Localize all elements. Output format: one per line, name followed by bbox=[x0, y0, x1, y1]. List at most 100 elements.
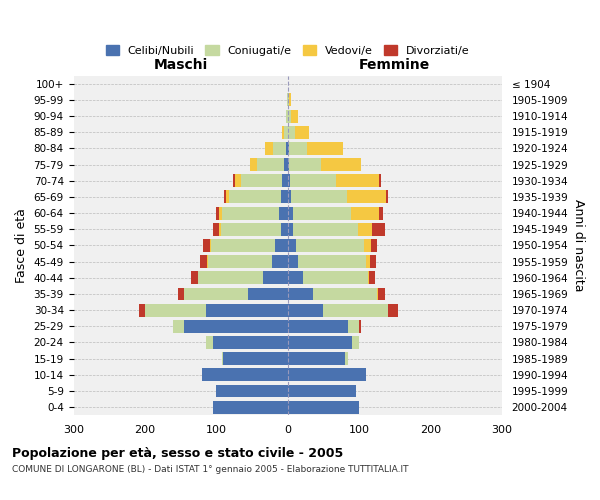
Bar bbox=[257, 158, 284, 171]
Bar bbox=[359, 320, 361, 333]
Bar bbox=[202, 368, 287, 382]
Bar bbox=[173, 320, 184, 333]
Bar bbox=[263, 272, 287, 284]
Bar bbox=[370, 255, 376, 268]
Bar bbox=[265, 142, 274, 155]
Bar bbox=[206, 304, 287, 316]
Bar bbox=[287, 126, 295, 138]
Bar bbox=[287, 320, 349, 333]
Bar bbox=[296, 239, 364, 252]
Bar bbox=[221, 223, 281, 236]
Bar bbox=[289, 158, 321, 171]
Y-axis label: Anni di nascita: Anni di nascita bbox=[572, 199, 585, 292]
Bar bbox=[184, 288, 248, 300]
Bar bbox=[286, 142, 287, 155]
Bar bbox=[287, 255, 298, 268]
Bar bbox=[139, 304, 145, 316]
Bar bbox=[364, 239, 371, 252]
Bar bbox=[241, 174, 282, 187]
Bar bbox=[287, 352, 345, 365]
Bar bbox=[281, 223, 287, 236]
Bar bbox=[287, 272, 304, 284]
Bar bbox=[293, 206, 350, 220]
Bar bbox=[287, 368, 366, 382]
Bar bbox=[347, 190, 386, 203]
Bar bbox=[210, 239, 211, 252]
Bar bbox=[287, 304, 323, 316]
Bar bbox=[295, 126, 309, 138]
Bar bbox=[304, 272, 368, 284]
Bar bbox=[371, 239, 377, 252]
Bar bbox=[191, 272, 199, 284]
Bar bbox=[368, 272, 369, 284]
Bar bbox=[358, 223, 372, 236]
Bar bbox=[206, 336, 213, 349]
Bar bbox=[145, 304, 206, 316]
Bar bbox=[349, 320, 359, 333]
Bar bbox=[223, 352, 287, 365]
Bar bbox=[286, 110, 287, 122]
Bar bbox=[214, 223, 219, 236]
Bar bbox=[377, 288, 385, 300]
Bar bbox=[287, 206, 293, 220]
Bar bbox=[215, 206, 219, 220]
Bar bbox=[287, 94, 289, 106]
Bar bbox=[229, 190, 281, 203]
Bar bbox=[313, 288, 377, 300]
Text: Femmine: Femmine bbox=[359, 58, 430, 72]
Bar bbox=[211, 239, 275, 252]
Bar bbox=[279, 206, 287, 220]
Bar bbox=[323, 304, 388, 316]
Bar bbox=[219, 223, 221, 236]
Bar bbox=[379, 206, 383, 220]
Bar bbox=[293, 223, 358, 236]
Bar bbox=[250, 158, 257, 171]
Bar bbox=[213, 336, 287, 349]
Bar bbox=[235, 174, 241, 187]
Bar bbox=[203, 239, 210, 252]
Bar bbox=[287, 288, 313, 300]
Bar bbox=[275, 239, 287, 252]
Bar bbox=[287, 190, 291, 203]
Text: Popolazione per età, sesso e stato civile - 2005: Popolazione per età, sesso e stato civil… bbox=[12, 448, 343, 460]
Bar bbox=[345, 352, 349, 365]
Bar bbox=[386, 190, 388, 203]
Bar bbox=[352, 336, 359, 349]
Bar bbox=[219, 206, 222, 220]
Bar bbox=[226, 190, 229, 203]
Bar bbox=[272, 255, 287, 268]
Bar bbox=[350, 206, 379, 220]
Bar bbox=[287, 174, 290, 187]
Bar bbox=[222, 206, 279, 220]
Bar bbox=[291, 110, 298, 122]
Bar bbox=[289, 142, 307, 155]
Bar bbox=[287, 239, 296, 252]
Bar bbox=[287, 110, 291, 122]
Bar bbox=[287, 400, 359, 413]
Text: COMUNE DI LONGARONE (BL) - Dati ISTAT 1° gennaio 2005 - Elaborazione TUTTITALIA.: COMUNE DI LONGARONE (BL) - Dati ISTAT 1°… bbox=[12, 466, 409, 474]
Bar bbox=[222, 352, 223, 365]
Bar bbox=[233, 174, 235, 187]
Bar bbox=[207, 255, 208, 268]
Bar bbox=[199, 272, 263, 284]
Text: Maschi: Maschi bbox=[154, 58, 208, 72]
Bar bbox=[282, 174, 287, 187]
Bar bbox=[369, 272, 375, 284]
Bar bbox=[379, 174, 380, 187]
Bar bbox=[307, 142, 343, 155]
Bar bbox=[178, 288, 184, 300]
Bar bbox=[200, 255, 207, 268]
Bar bbox=[388, 304, 398, 316]
Bar bbox=[366, 255, 370, 268]
Bar bbox=[184, 320, 287, 333]
Bar bbox=[287, 142, 289, 155]
Bar bbox=[281, 190, 287, 203]
Bar bbox=[291, 190, 347, 203]
Bar bbox=[290, 174, 336, 187]
Bar bbox=[274, 142, 286, 155]
Bar bbox=[298, 255, 366, 268]
Bar bbox=[208, 255, 272, 268]
Bar bbox=[336, 174, 379, 187]
Bar bbox=[287, 384, 356, 398]
Bar bbox=[287, 223, 293, 236]
